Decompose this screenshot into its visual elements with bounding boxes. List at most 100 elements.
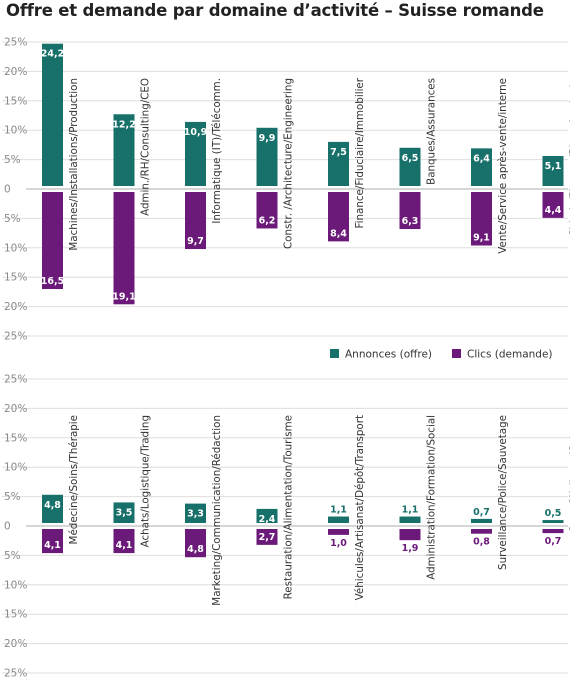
- category-label: Banques/Assurances: [426, 78, 438, 185]
- legend: Annonces (offre) Clics (demande): [330, 349, 553, 361]
- y-tick-label: 5%: [4, 550, 21, 562]
- category-label: Marketing/Communication/Rédaction: [211, 415, 223, 606]
- bar-clics: [471, 192, 492, 246]
- data-label-annonces: 3,3: [187, 509, 204, 520]
- data-label-clics: 4,4: [545, 205, 562, 216]
- y-tick-label: 10%: [4, 125, 27, 137]
- bar-clics: [328, 192, 349, 242]
- y-tick-label: 20%: [4, 66, 27, 78]
- legend-swatch-demand: [452, 349, 461, 358]
- bar-clics: [256, 192, 278, 229]
- chart-panel-2: 25% 20% 15% 10% 5% 0 5% 10% 15% 20% 25% 4,8 4,1 Médec…: [2, 374, 570, 680]
- y-tick-label: 15%: [4, 432, 27, 444]
- bar-annonces: [185, 503, 206, 523]
- y-tick-label: 25%: [4, 37, 27, 49]
- data-label-clics: 16,5: [41, 276, 64, 287]
- bar-annonces: [471, 518, 492, 523]
- bar-clics: [113, 529, 135, 554]
- bar-clics: [113, 192, 135, 305]
- category-label: Médecine/Soins/Thérapie: [68, 415, 80, 544]
- data-label-annonces: 3,5: [116, 507, 133, 518]
- data-label-clics: 19,1: [112, 291, 135, 302]
- data-label-clics: 1,0: [330, 538, 347, 549]
- y-tick-label: 10%: [4, 242, 27, 254]
- bar-annonces: [256, 127, 278, 186]
- bar-clics: [185, 192, 206, 250]
- data-label-annonces: 0,7: [473, 507, 490, 518]
- data-label-annonces: 5,1: [545, 161, 562, 172]
- bar-annonces: [42, 43, 63, 187]
- data-label-annonces: 4,8: [44, 500, 61, 511]
- data-label-annonces: 12,2: [112, 119, 135, 130]
- bar-clics: [542, 192, 564, 218]
- y-tick-label: 25%: [4, 374, 27, 386]
- chart-panel-1: 25% 20% 15% 10% 5% 0 5% 10% 15% 20% 25% 24,2 16,5 Mac…: [2, 37, 570, 343]
- bar-clics: [185, 529, 206, 558]
- y-tick-label: 20%: [4, 638, 27, 650]
- data-label-annonces: 24,2: [41, 49, 64, 60]
- data-label-annonces: 6,4: [473, 153, 490, 164]
- bar-clics: [256, 529, 278, 545]
- category-label: Admin./RH/Consulting/CEO: [140, 78, 152, 216]
- bar-annonces: [113, 502, 135, 523]
- category-label: Finance/Fiduciaire/Immobilier: [354, 77, 366, 228]
- bar-annonces: [113, 114, 135, 186]
- y-tick-label: 0: [4, 184, 11, 196]
- bar-annonces: [185, 121, 206, 186]
- data-label-clics: 1,9: [402, 543, 419, 554]
- bar-clics: [399, 529, 421, 541]
- y-tick-label: 20%: [4, 403, 27, 415]
- y-tick-label: 20%: [4, 301, 27, 313]
- bar-annonces: [328, 141, 349, 186]
- y-tick-label: 25%: [4, 331, 27, 343]
- bar-annonces: [399, 147, 421, 186]
- chart-title: Offre et demande par domaine d’activité …: [6, 1, 544, 20]
- y-tick-label: 15%: [4, 609, 27, 621]
- bar-annonces: [399, 516, 421, 523]
- data-label-annonces: 6,5: [402, 153, 419, 164]
- data-label-clics: 8,4: [330, 228, 347, 239]
- category-label: Achats/Logistique/Trading: [140, 415, 152, 547]
- data-label-annonces: 10,9: [184, 127, 207, 138]
- y-tick-label: 15%: [4, 272, 27, 284]
- data-label-clics: 6,3: [402, 216, 419, 227]
- category-label: Informatique (IT)/Télécomm.: [211, 78, 223, 224]
- data-label-annonces: 1,1: [330, 505, 347, 516]
- y-tick-label: 15%: [4, 95, 27, 107]
- category-label: Restauration/Alimentation/Tourisme: [283, 415, 295, 599]
- data-label-annonces: 0,5: [545, 508, 562, 519]
- data-label-annonces: 2,4: [259, 514, 276, 525]
- bar-annonces: [542, 520, 564, 523]
- data-label-clics: 0,7: [545, 536, 562, 547]
- bar-clics: [328, 529, 349, 535]
- data-label-clics: 0,8: [473, 537, 490, 548]
- bar-annonces: [542, 156, 564, 186]
- data-label-clics: 6,2: [259, 215, 276, 226]
- legend-swatch-supply: [330, 349, 339, 358]
- legend-label-supply: Annonces (offre): [345, 349, 432, 361]
- y-tick-label: 0: [4, 521, 11, 533]
- data-label-annonces: 9,9: [259, 133, 276, 144]
- y-tick-label: 10%: [4, 462, 27, 474]
- legend-label-demand: Clics (demande): [467, 349, 553, 361]
- bar-clics: [471, 529, 492, 534]
- bar-clics: [542, 529, 564, 534]
- y-tick-label: 10%: [4, 579, 27, 591]
- data-label-annonces: 1,1: [402, 505, 419, 516]
- data-label-clics: 4,1: [44, 540, 61, 551]
- bar-clics: [399, 192, 421, 230]
- bar-clics: [42, 192, 63, 290]
- category-label: Surveillance/Police/Sauvetage: [497, 415, 509, 570]
- y-tick-label: 5%: [4, 213, 21, 225]
- category-label: Sport/Wellness/Culture: [569, 415, 570, 532]
- bar-annonces: [42, 494, 63, 523]
- category-label: Véhicules/Artisanat/Dépôt/Transport: [354, 415, 366, 600]
- data-label-clics: 9,1: [473, 233, 490, 244]
- y-tick-label: 5%: [4, 491, 21, 503]
- data-label-clics: 9,7: [187, 236, 204, 247]
- category-label: Vente/Service après-vente/interne: [497, 78, 509, 254]
- data-label-clics: 2,7: [259, 532, 276, 543]
- bar-clics: [42, 529, 63, 554]
- bar-annonces: [328, 516, 349, 523]
